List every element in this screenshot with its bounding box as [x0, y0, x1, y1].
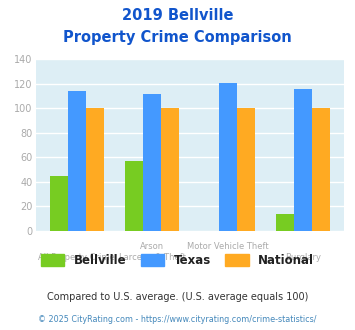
Bar — [143, 94, 161, 231]
Text: Motor Vehicle Theft: Motor Vehicle Theft — [187, 242, 268, 251]
Bar — [50, 176, 68, 231]
Bar — [86, 109, 104, 231]
Legend: Bellville, Texas, National: Bellville, Texas, National — [36, 249, 319, 272]
Text: Burglary: Burglary — [285, 253, 321, 262]
Text: Compared to U.S. average. (U.S. average equals 100): Compared to U.S. average. (U.S. average … — [47, 292, 308, 302]
Text: Arson: Arson — [140, 242, 164, 251]
Text: Property Crime Comparison: Property Crime Comparison — [63, 30, 292, 45]
Bar — [312, 109, 330, 231]
Bar — [125, 161, 143, 231]
Bar — [294, 89, 312, 231]
Text: Larceny & Theft: Larceny & Theft — [119, 253, 186, 262]
Bar — [161, 109, 179, 231]
Bar — [219, 83, 237, 231]
Bar — [68, 91, 86, 231]
Bar — [237, 109, 255, 231]
Text: All Property Crime: All Property Crime — [38, 253, 115, 262]
Bar — [276, 214, 294, 231]
Text: © 2025 CityRating.com - https://www.cityrating.com/crime-statistics/: © 2025 CityRating.com - https://www.city… — [38, 315, 317, 324]
Text: 2019 Bellville: 2019 Bellville — [122, 8, 233, 23]
